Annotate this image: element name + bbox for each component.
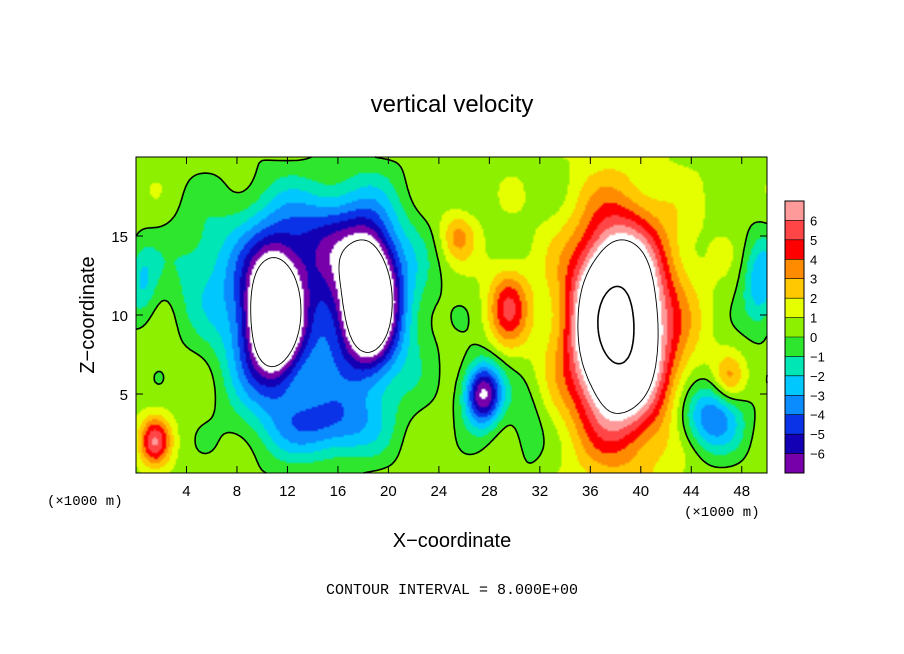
colorbar-swatch (785, 317, 804, 338)
colorbar-label: 1 (810, 311, 817, 326)
colorbar-label: 6 (810, 213, 817, 228)
colorbar-label: −1 (810, 349, 825, 364)
colorbar-swatch (785, 298, 804, 318)
colorbar-swatch (785, 375, 804, 396)
contour-positive-16 (597, 285, 635, 365)
colorbar-label: −2 (810, 369, 825, 384)
x-tick-label: 48 (733, 483, 750, 500)
x-axis-label: X−coordinate (393, 530, 511, 552)
x-unit-right: (×1000 m) (684, 505, 760, 521)
colorbar-swatch (785, 356, 804, 377)
colorbar-swatch (785, 220, 804, 241)
contour-lines (135, 156, 768, 474)
x-unit-left: (×1000 m) (47, 494, 123, 510)
colorbar-label: 3 (810, 272, 817, 287)
colorbar-swatch (785, 395, 804, 416)
colorbar-label: 2 (810, 291, 817, 306)
contour-negative-8 (250, 239, 393, 368)
contour-positive-8 (577, 239, 659, 414)
x-tick-label: 24 (431, 483, 448, 500)
x-tick-label: 12 (279, 483, 296, 500)
colorbar-label: −5 (810, 427, 825, 442)
x-tick-label: 20 (380, 483, 397, 500)
x-tick-label: 8 (233, 483, 241, 500)
y-tick-label: 5 (120, 387, 128, 404)
x-axis-ticks: 4 8 12 16 20 24 28 32 36 40 44 48 (182, 157, 750, 500)
colorbar-swatch (785, 201, 804, 221)
y-axis-label: Z−coordinate (77, 256, 99, 373)
colorbar-label: 4 (810, 252, 817, 267)
colorbar-swatch (785, 259, 804, 280)
x-tick-label: 40 (632, 483, 649, 500)
contour-zero (135, 156, 768, 474)
colorbar-swatch (785, 414, 804, 435)
x-tick-label: 4 (182, 483, 190, 500)
x-tick-label: 16 (330, 483, 347, 500)
contour-interval-footer: CONTOUR INTERVAL = 8.000E+00 (326, 582, 578, 599)
colorbar-label: 5 (810, 233, 817, 248)
x-tick-label: 28 (481, 483, 498, 500)
y-tick-label: 10 (111, 308, 128, 325)
y-tick-label: 15 (111, 229, 128, 246)
x-tick-label: 44 (683, 483, 700, 500)
colorbar-label: 0 (810, 330, 817, 345)
colorbar-swatch (785, 337, 804, 357)
colorbar-label: −6 (810, 447, 825, 462)
colorbar: 6 5 4 3 2 1 0 −1 −2 −3 −4 −5 −6 (784, 200, 825, 474)
colorbar-swatch (785, 278, 804, 299)
colorbar-swatch (785, 453, 804, 474)
y-axis-ticks: 5 10 15 (111, 229, 767, 404)
x-tick-label: 32 (531, 483, 548, 500)
colorbar-label: −3 (810, 388, 825, 403)
x-tick-label: 36 (582, 483, 599, 500)
chart-title: vertical velocity (371, 91, 534, 118)
colorbar-swatch (785, 239, 804, 260)
colorbar-label: −4 (810, 408, 825, 423)
colorbar-swatch (785, 434, 804, 454)
